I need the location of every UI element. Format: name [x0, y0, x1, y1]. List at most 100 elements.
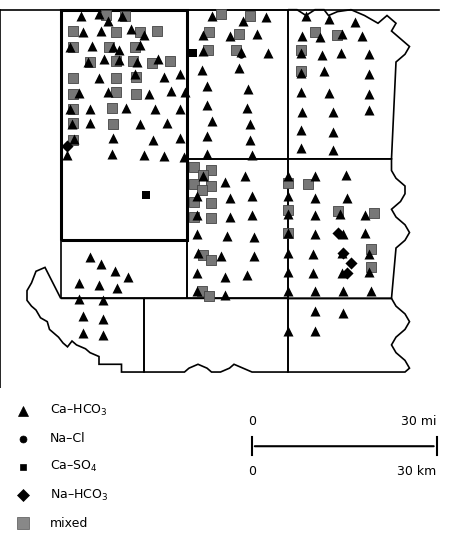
Point [98, 27, 105, 35]
Point [208, 117, 215, 125]
Point [95, 9, 103, 18]
Point [69, 73, 76, 82]
Point [163, 119, 170, 127]
Point [284, 229, 292, 237]
Point [333, 30, 340, 39]
Point [204, 46, 212, 54]
Point [200, 171, 207, 179]
Point [69, 135, 76, 144]
Point [325, 14, 332, 23]
Point [176, 70, 184, 79]
Point [342, 171, 349, 179]
Point [111, 267, 118, 276]
Polygon shape [288, 159, 410, 299]
Point [136, 28, 143, 36]
Point [343, 269, 350, 278]
Text: 30 km: 30 km [397, 465, 436, 478]
Point [198, 66, 205, 74]
Point [311, 28, 319, 36]
Point [140, 30, 148, 39]
Text: Ca–HCO$_3$: Ca–HCO$_3$ [50, 403, 107, 418]
Point [318, 51, 325, 60]
Point [191, 197, 198, 206]
Point [309, 249, 316, 258]
Point [251, 233, 258, 242]
Point [235, 63, 242, 72]
Point [237, 51, 244, 60]
Point [194, 287, 201, 296]
Point [89, 41, 96, 50]
Point [95, 281, 103, 289]
Text: Na–HCO$_3$: Na–HCO$_3$ [50, 487, 108, 502]
Point [365, 249, 373, 258]
Point [361, 229, 368, 237]
Point [239, 17, 247, 25]
Point [365, 106, 373, 115]
Point [149, 135, 157, 144]
Point [127, 25, 134, 34]
Polygon shape [288, 299, 410, 372]
Point [98, 260, 105, 269]
Point [305, 180, 312, 189]
Point [140, 151, 148, 159]
Point [207, 165, 214, 174]
Point [338, 269, 346, 278]
Point [191, 163, 198, 172]
Text: Ca–SO$_4$: Ca–SO$_4$ [50, 459, 97, 474]
Point [248, 151, 256, 159]
Point [237, 48, 244, 57]
Point [99, 314, 106, 323]
Point [359, 31, 366, 40]
Point [262, 13, 269, 22]
Point [194, 191, 201, 200]
Point [264, 49, 271, 58]
Point [86, 57, 94, 66]
Point [297, 46, 304, 55]
Point [246, 135, 253, 144]
Point [297, 144, 304, 152]
Point [132, 73, 140, 81]
Point [194, 248, 202, 257]
Text: 30 mi: 30 mi [401, 415, 436, 428]
Point [75, 89, 82, 98]
Point [311, 172, 319, 180]
Point [311, 306, 319, 315]
Point [284, 206, 292, 215]
Point [129, 57, 136, 66]
Point [167, 87, 175, 95]
Point [226, 212, 233, 221]
Polygon shape [187, 159, 288, 299]
Point [176, 105, 184, 114]
Point [148, 59, 156, 67]
Point [226, 31, 233, 40]
Point [284, 191, 292, 200]
Point [131, 43, 139, 51]
Point [99, 296, 106, 305]
Point [251, 251, 258, 260]
Point [302, 12, 310, 21]
Point [112, 28, 120, 36]
Point [208, 12, 215, 21]
Point [203, 132, 211, 141]
Point [248, 211, 256, 220]
Point [198, 287, 205, 296]
Point [207, 182, 214, 190]
Point [365, 268, 373, 276]
Point [199, 47, 206, 55]
Point [63, 151, 70, 159]
Point [132, 89, 140, 98]
Point [221, 290, 229, 299]
Point [368, 287, 375, 296]
Point [339, 309, 346, 318]
Point [284, 327, 292, 335]
Point [339, 248, 346, 257]
Polygon shape [187, 10, 288, 159]
Point [108, 150, 115, 159]
Point [153, 27, 160, 35]
Point [329, 146, 337, 154]
Point [69, 105, 76, 114]
Point [221, 273, 229, 281]
Point [311, 327, 319, 335]
Point [95, 73, 103, 82]
Point [68, 120, 76, 128]
